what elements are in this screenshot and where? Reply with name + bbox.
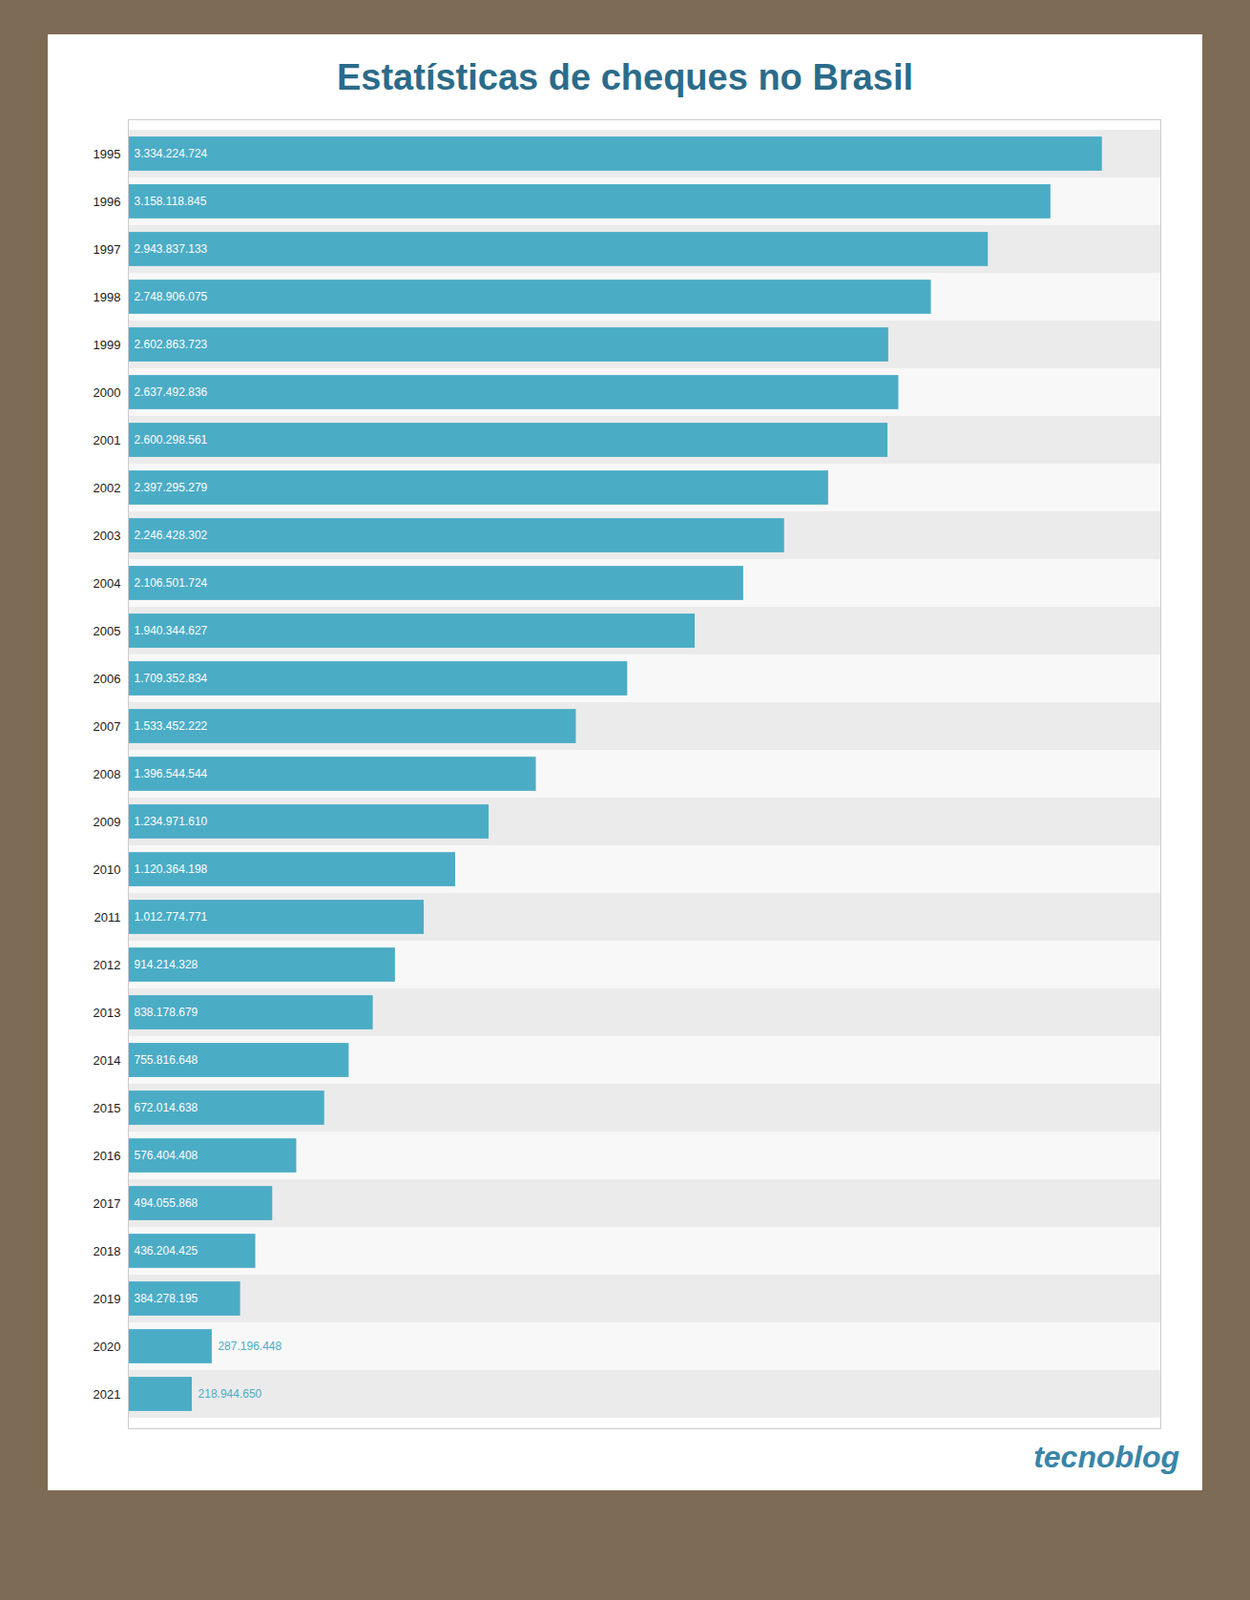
svg-text:755.816.648: 755.816.648 <box>134 1053 199 1067</box>
svg-text:384.278.195: 384.278.195 <box>134 1291 199 1306</box>
svg-text:1.234.971.610: 1.234.971.610 <box>134 814 209 829</box>
svg-text:2012: 2012 <box>93 958 122 973</box>
svg-text:1996: 1996 <box>93 194 122 209</box>
svg-text:2001: 2001 <box>93 433 122 448</box>
svg-text:838.178.679: 838.178.679 <box>134 1005 199 1020</box>
svg-text:914.214.328: 914.214.328 <box>134 958 199 972</box>
svg-text:2020: 2020 <box>93 1339 122 1355</box>
svg-text:2018: 2018 <box>93 1244 122 1259</box>
svg-text:2009: 2009 <box>93 814 122 830</box>
svg-text:2019: 2019 <box>93 1291 122 1307</box>
svg-text:1998: 1998 <box>93 290 122 305</box>
svg-text:1997: 1997 <box>93 242 122 257</box>
svg-text:2.943.837.133: 2.943.837.133 <box>134 242 209 256</box>
svg-text:2016: 2016 <box>93 1148 122 1164</box>
svg-text:2017: 2017 <box>93 1196 122 1211</box>
svg-text:1.709.352.834: 1.709.352.834 <box>134 671 209 686</box>
svg-text:1.120.364.198: 1.120.364.198 <box>134 862 209 876</box>
svg-text:218.944.650: 218.944.650 <box>198 1387 263 1401</box>
svg-text:1999: 1999 <box>93 337 122 353</box>
svg-text:3.158.118.845: 3.158.118.845 <box>134 194 208 209</box>
svg-text:2.637.492.836: 2.637.492.836 <box>134 385 209 399</box>
svg-text:2010: 2010 <box>93 862 122 877</box>
svg-text:2003: 2003 <box>93 528 122 543</box>
svg-text:1.012.774.771: 1.012.774.771 <box>134 910 209 924</box>
svg-text:2.748.906.075: 2.748.906.075 <box>134 290 209 304</box>
svg-text:1.396.544.544: 1.396.544.544 <box>134 767 209 781</box>
svg-text:2005: 2005 <box>93 624 122 639</box>
svg-text:2.397.295.279: 2.397.295.279 <box>134 480 209 495</box>
svg-text:2011: 2011 <box>94 910 122 925</box>
svg-text:494.055.868: 494.055.868 <box>134 1196 199 1210</box>
svg-text:2006: 2006 <box>93 671 122 687</box>
svg-text:1995: 1995 <box>93 146 122 162</box>
svg-text:576.404.408: 576.404.408 <box>134 1148 199 1163</box>
svg-text:2.600.298.561: 2.600.298.561 <box>134 433 209 447</box>
svg-text:287.196.448: 287.196.448 <box>217 1339 282 1354</box>
svg-text:2004: 2004 <box>93 576 122 591</box>
svg-text:1.533.452.222: 1.533.452.222 <box>134 719 209 733</box>
svg-text:2002: 2002 <box>93 480 122 496</box>
svg-text:672.014.638: 672.014.638 <box>134 1101 199 1115</box>
html-text:tecnoblog: tecnoblog <box>1033 1439 1180 1475</box>
svg-text:2.602.863.723: 2.602.863.723 <box>134 337 209 352</box>
svg-text:3.334.224.724: 3.334.224.724 <box>134 146 209 161</box>
svg-text:2021: 2021 <box>93 1387 122 1402</box>
svg-text:2013: 2013 <box>93 1005 122 1021</box>
svg-text:2.246.428.302: 2.246.428.302 <box>134 528 209 542</box>
html-text:Estatísticas de cheques no Bra: Estatísticas de cheques no Brasil <box>336 57 914 98</box>
svg-text:2007: 2007 <box>93 719 122 734</box>
svg-text:1.940.344.627: 1.940.344.627 <box>134 624 209 638</box>
svg-text:2.106.501.724: 2.106.501.724 <box>134 576 209 590</box>
svg-text:2008: 2008 <box>93 767 122 782</box>
svg-text:436.204.425: 436.204.425 <box>134 1244 199 1258</box>
svg-text:2015: 2015 <box>93 1101 122 1116</box>
svg-text:2000: 2000 <box>93 385 122 400</box>
svg-text:2014: 2014 <box>93 1053 122 1068</box>
